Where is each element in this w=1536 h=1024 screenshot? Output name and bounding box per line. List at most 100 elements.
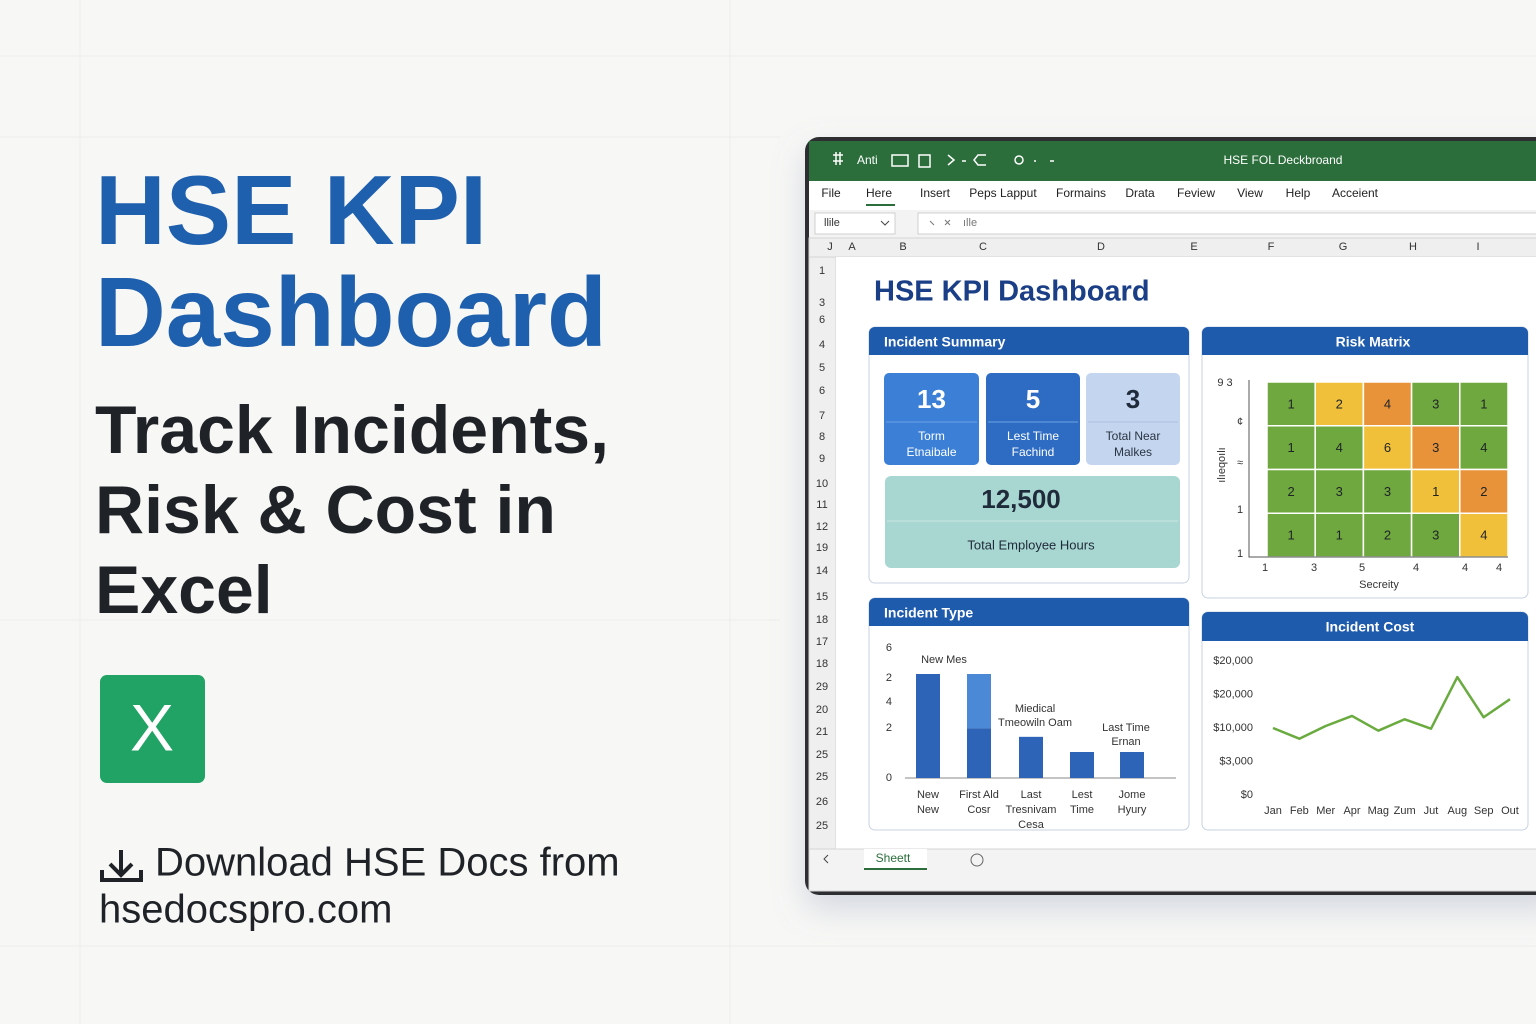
heatmap-cell <box>1459 381 1509 427</box>
column-header: I <box>1476 241 1479 253</box>
column-header: G <box>1339 241 1348 253</box>
x-tick-label: Cesa <box>1018 819 1045 831</box>
row-header: 26 <box>816 796 828 808</box>
heatmap-cell <box>1266 512 1316 558</box>
row-header: 15 <box>816 591 828 603</box>
y-tick-label: 1 <box>1237 504 1243 516</box>
heatmap-cell <box>1314 468 1365 514</box>
x-tick-label: Last <box>1021 789 1042 801</box>
x-tick-label: Mer <box>1316 805 1335 817</box>
row-header: 12 <box>816 521 828 533</box>
row-header: 25 <box>816 820 828 832</box>
cell-label: 1 <box>1336 528 1343 543</box>
cell-label: 3 <box>1336 484 1343 499</box>
annotation: Tmeowiln Oam <box>998 717 1072 729</box>
y-axis-title: ılıeqoılı <box>1216 447 1228 482</box>
menu-item[interactable]: Acceient <box>1332 186 1379 200</box>
column-header: F <box>1268 241 1275 253</box>
x-tick-label: First Ald <box>959 789 999 801</box>
total-card <box>885 476 1180 568</box>
sheet-tab[interactable] <box>864 849 927 870</box>
y-tick-label: ≈ <box>1237 457 1243 469</box>
formula-icons <box>929 219 951 226</box>
kpi-label: Etnaibale <box>906 445 956 459</box>
row-header: 14 <box>816 565 828 577</box>
row-header: 4 <box>819 339 825 351</box>
y-tick-label: 9 3 <box>1217 377 1232 389</box>
cell-label: 2 <box>1287 484 1294 499</box>
x-tick-label: 3 <box>1311 562 1317 574</box>
bar <box>967 674 991 729</box>
name-box[interactable] <box>814 212 896 235</box>
axis-line <box>1248 380 1508 558</box>
y-tick-label: $20,000 <box>1213 655 1253 667</box>
menu-item[interactable]: Help <box>1286 186 1311 200</box>
excel-icon <box>100 675 205 783</box>
panel-title: Incident Cost <box>1326 619 1415 635</box>
annotation: New Mes <box>921 654 967 666</box>
menu-item[interactable]: File <box>821 186 841 200</box>
dropdown-arrow <box>880 220 890 226</box>
row-header: 6 <box>819 385 825 397</box>
total-label: Total Employee Hours <box>967 537 1095 552</box>
x-tick-label: Zum <box>1394 805 1416 817</box>
formula-box[interactable] <box>917 212 1536 235</box>
y-tick-label: $0 <box>1241 789 1253 801</box>
panel-header <box>869 327 1189 355</box>
row-header: 5 <box>819 362 825 374</box>
x-tick-label: Aug <box>1448 805 1468 817</box>
kpi-card <box>1086 373 1180 465</box>
column-header-band <box>808 237 1536 258</box>
menu-item[interactable]: Insert <box>920 186 951 200</box>
y-tick-label: 0 <box>886 772 892 784</box>
menu-item[interactable]: Drata <box>1125 186 1155 200</box>
x-tick-label: Cosr <box>967 804 991 816</box>
row-header: 8 <box>819 431 825 443</box>
menu-item[interactable]: Formains <box>1056 186 1106 200</box>
cell-label: 4 <box>1384 396 1391 411</box>
add-sheet-button[interactable] <box>970 853 984 867</box>
cell-label: 6 <box>1384 440 1391 455</box>
subheadline: Track Incidents, <box>95 392 609 468</box>
annotation: Last Time <box>1102 722 1150 734</box>
formula-text: ılle <box>963 217 977 229</box>
heatmap-cell <box>1266 425 1316 471</box>
column-header: J <box>827 241 833 253</box>
annotation: Miedical <box>1015 703 1055 715</box>
row-header: 21 <box>816 726 828 738</box>
cell-label: 1 <box>1287 528 1294 543</box>
row-header: 7 <box>819 410 825 422</box>
sheet-tab-bar <box>808 848 1536 892</box>
window-body: Anti HSE FOL Deckbroand File Here Insert Peps… <box>808 141 1536 892</box>
row-header: 20 <box>816 704 828 716</box>
menu-item[interactable]: Feview <box>1177 186 1215 200</box>
column-header: E <box>1190 241 1197 253</box>
x-tick-label: Out <box>1501 805 1519 817</box>
cell-label: 3 <box>1432 528 1439 543</box>
sheet-tab-label[interactable]: Sheett <box>876 851 911 865</box>
tab-scroll-left[interactable] <box>823 854 829 864</box>
y-tick-label: 4 <box>886 696 892 708</box>
row-header: 3 <box>819 297 825 309</box>
y-tick-label: 2 <box>886 672 892 684</box>
menu-item[interactable]: View <box>1237 186 1263 200</box>
heatmap-cell <box>1266 381 1316 427</box>
y-tick-label: 2 <box>886 722 892 734</box>
subheadline: Excel <box>95 552 273 628</box>
y-tick-label: 1 <box>1237 548 1243 560</box>
panel-title: Risk Matrix <box>1336 334 1411 350</box>
bar <box>1070 752 1094 778</box>
window-content: Anti HSE FOL Deckbroand File Here Insert Peps… <box>816 153 1519 865</box>
row-header: 10 <box>816 478 828 490</box>
x-tick-label: Tresnivam <box>1006 804 1057 816</box>
x-tick-label: 4 <box>1496 562 1502 574</box>
title-bar <box>809 141 1536 181</box>
menu-item[interactable]: Peps Lapput <box>969 186 1037 200</box>
x-tick-label: 5 <box>1359 562 1365 574</box>
x-tick-label: Jut <box>1424 805 1439 817</box>
menu-item[interactable]: Here <box>866 186 892 200</box>
download-text: Download HSE Docs from <box>155 841 620 885</box>
